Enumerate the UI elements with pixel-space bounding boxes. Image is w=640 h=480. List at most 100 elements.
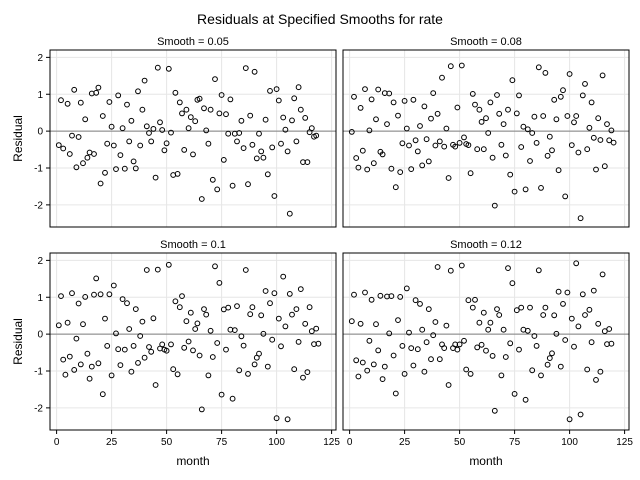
residual-point (557, 93, 564, 100)
residual-point (104, 140, 111, 147)
residual-point (146, 130, 152, 136)
residual-point (368, 96, 375, 103)
residual-point (474, 146, 481, 153)
residual-point (472, 296, 478, 303)
residual-point (280, 273, 287, 280)
x-tick-label: 125 (616, 437, 633, 448)
residual-point (533, 343, 540, 349)
residual-point (604, 121, 610, 127)
residual-point (531, 113, 538, 120)
figure-title: Residuals at Specified Smooths for rate (197, 11, 443, 27)
panel-title: Smooth = 0.05 (157, 36, 229, 48)
residual-point (93, 275, 100, 282)
residual-point (212, 263, 218, 270)
residual-point (196, 95, 203, 102)
residual-point (194, 320, 201, 327)
residual-point (498, 372, 505, 379)
residual-point (390, 99, 397, 106)
residual-point (295, 84, 302, 91)
residual-point (181, 147, 188, 153)
residual-point (538, 372, 544, 379)
residual-point (419, 162, 426, 169)
residual-point (507, 340, 514, 347)
residual-point (348, 318, 355, 325)
residual-point (187, 309, 194, 316)
residual-point (275, 315, 282, 322)
residual-point (60, 145, 67, 152)
y-tick-label: -1 (34, 367, 43, 378)
residual-point (201, 105, 207, 112)
residual-point (428, 115, 434, 122)
residual-point (381, 363, 388, 370)
residual-point (308, 125, 315, 132)
residual-point (560, 301, 566, 307)
residual-point (401, 371, 408, 377)
residual-point (223, 346, 229, 353)
y-tick-label: -2 (34, 200, 43, 211)
residual-point (610, 139, 617, 146)
residual-point (443, 322, 450, 329)
residual-point (370, 160, 377, 167)
residual-point (469, 304, 476, 311)
residual-point (494, 306, 500, 313)
residual-point (227, 96, 234, 103)
residual-point (390, 352, 397, 359)
residual-point (256, 350, 262, 357)
residual-point (353, 155, 360, 161)
residual-point (198, 196, 205, 202)
residual-point (297, 286, 304, 293)
residual-point (546, 133, 553, 140)
residual-point (375, 347, 382, 354)
residual-point (119, 125, 126, 132)
residual-point (300, 374, 306, 381)
x-tick-label: 0 (347, 437, 353, 448)
residual-point (509, 77, 516, 84)
residual-point (229, 182, 236, 189)
residual-point (214, 340, 221, 346)
residual-point (582, 312, 588, 318)
residual-point (249, 304, 256, 311)
residual-point (553, 330, 560, 337)
residual-point (425, 306, 432, 313)
residual-point (161, 147, 168, 154)
residual-point (599, 271, 606, 278)
residual-point (247, 112, 254, 119)
residual-point (172, 298, 179, 305)
panel-2: Smooth = 0.08 (342, 36, 630, 228)
residual-point (412, 137, 419, 144)
residual-point (73, 335, 80, 342)
panel-4: Smooth = 0.12 0 25 50 75 100 125 month (342, 239, 633, 468)
residual-point (88, 363, 95, 370)
residual-point (214, 186, 221, 193)
residual-point (364, 367, 371, 374)
y-tick-label: 0 (37, 127, 43, 138)
residual-point (225, 130, 232, 137)
residual-point (58, 97, 64, 104)
residual-point (542, 304, 549, 311)
residual-point (421, 103, 428, 110)
residual-point (397, 169, 404, 176)
residual-point (406, 329, 412, 336)
residual-point (456, 140, 463, 146)
residual-point (130, 343, 137, 349)
x-tick-label: 75 (509, 437, 521, 448)
residual-point (392, 184, 399, 191)
residual-point (388, 165, 395, 172)
residual-point (148, 138, 155, 145)
residual-point (289, 117, 295, 124)
residual-point (566, 71, 573, 77)
residual-point (185, 338, 192, 345)
x-tick-label: 25 (106, 437, 118, 448)
residual-point (137, 142, 144, 149)
residual-point (249, 141, 256, 148)
residual-point (82, 294, 89, 300)
residual-point (256, 130, 262, 137)
residual-point (225, 304, 232, 311)
residual-point (148, 348, 155, 355)
residual-point (555, 288, 562, 295)
residual-point (359, 147, 366, 154)
residual-point (201, 306, 207, 313)
residual-point (66, 151, 73, 157)
residual-point (121, 346, 128, 353)
